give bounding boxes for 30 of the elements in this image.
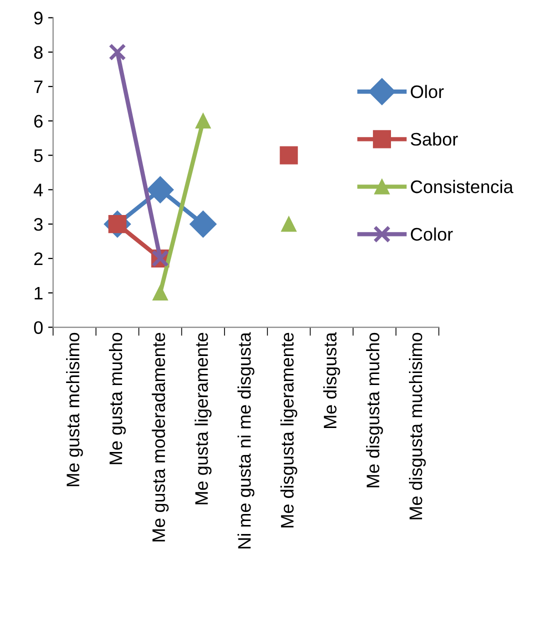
y-tick-label: 4 xyxy=(34,184,43,196)
y-tick-label: 9 xyxy=(34,12,43,24)
y-tick-label: 6 xyxy=(34,114,43,128)
point xyxy=(281,216,296,232)
x-tick-label: Me disgusta ligeramente xyxy=(280,332,298,528)
legend-label: Color xyxy=(410,227,453,241)
y-tick-label: 2 xyxy=(34,252,42,266)
point xyxy=(280,146,298,164)
x-tick-label: Me gusta mchisimo xyxy=(66,332,83,486)
x-tick-label: Me gusta mucho xyxy=(108,332,126,464)
point xyxy=(108,43,126,61)
point xyxy=(152,285,168,301)
y-tick-label: 3 xyxy=(34,218,43,231)
point xyxy=(146,176,174,204)
point xyxy=(190,210,217,238)
point xyxy=(195,113,211,129)
legend-label: Olor xyxy=(410,84,444,98)
x-tick-label: Ni me gusta ni me disgusta xyxy=(238,332,254,548)
x-tick-label: Me disgusta mucho xyxy=(366,332,383,488)
y-tick-label: 5 xyxy=(34,149,43,162)
y-tick-label: 7 xyxy=(34,80,42,94)
x-tick-label: Me disgusta xyxy=(323,332,340,428)
y-tick-label: 0 xyxy=(34,321,43,334)
y-tick-label: 1 xyxy=(34,286,43,300)
x-tick-label: Me disgusta muchisimo xyxy=(408,332,426,520)
x-tick-label: Me gusta ligeramente xyxy=(194,332,212,504)
x-tick-label: Me gusta moderadamente xyxy=(152,332,169,542)
legend-label: Sabor xyxy=(410,132,458,146)
legend-label: Consistencia xyxy=(410,180,514,194)
y-tick-label: 8 xyxy=(34,46,43,59)
